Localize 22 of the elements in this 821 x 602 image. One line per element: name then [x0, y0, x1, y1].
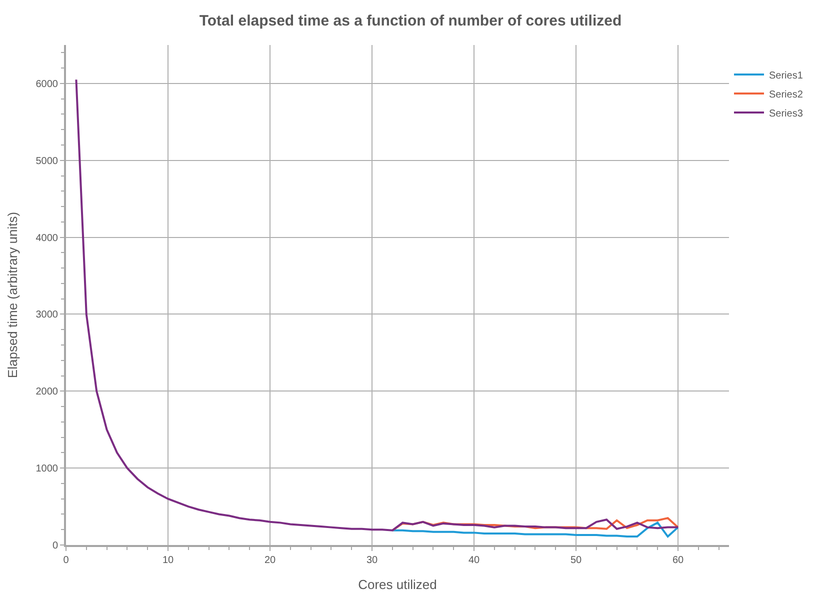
x-tick-label: 0	[63, 555, 70, 566]
x-tick-label: 10	[162, 555, 174, 566]
y-tick-label: 5000	[36, 156, 58, 167]
y-tick-label: 3000	[36, 310, 58, 321]
x-tick-label: 60	[672, 555, 684, 566]
legend-label: Series3	[769, 108, 804, 120]
line-series	[75, 78, 679, 532]
y-tick-label: 6000	[36, 78, 58, 90]
y-tick-label: 0	[52, 540, 58, 552]
x-tick-label: 30	[366, 555, 378, 566]
chart-title: Total elapsed time as a function of number of cores utilized	[199, 12, 622, 30]
legend-label: Series1	[769, 70, 804, 82]
x-tick-label: 50	[570, 555, 582, 566]
y-axis-title: Elapsed time (arbitrary units)	[5, 212, 20, 378]
line-series	[391, 522, 679, 538]
legend-label: Series2	[769, 89, 804, 100]
x-tick-label: 20	[264, 555, 276, 566]
y-tick-label: 1000	[36, 464, 58, 475]
y-tick-label: 2000	[36, 386, 58, 398]
x-tick-label: 40	[468, 555, 480, 566]
y-tick-label: 4000	[36, 232, 58, 244]
x-axis-title: Cores utilized	[358, 577, 437, 592]
